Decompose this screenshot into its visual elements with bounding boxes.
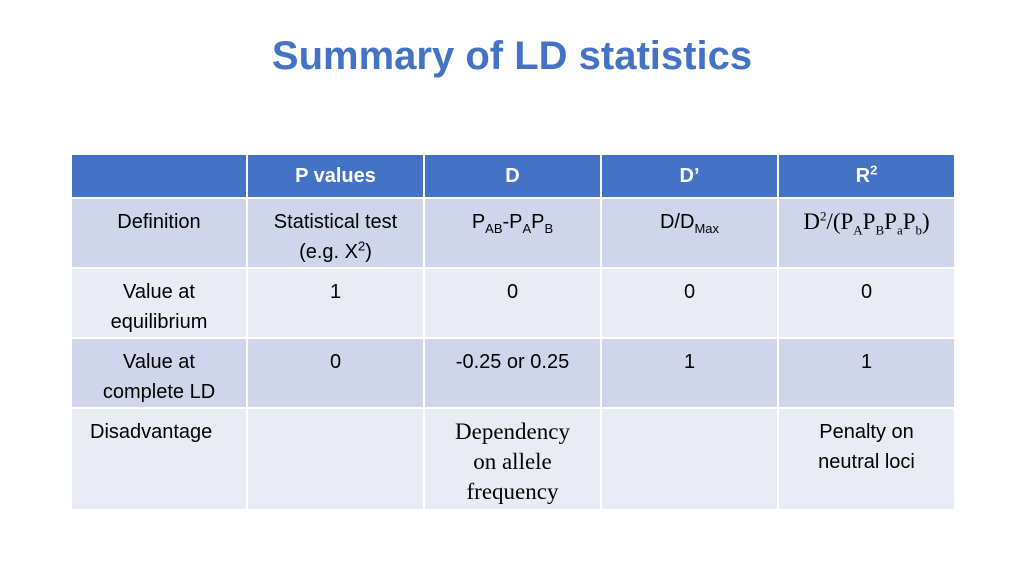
cell-disadvantage-d-prime (600, 407, 779, 511)
table-row-disadvantage: Disadvantage Dependency on allele freque… (70, 407, 956, 511)
table-row-complete-ld: Value at complete LD 0 -0.25 or 0.25 1 1 (70, 337, 956, 409)
table-header-row: P values D D’ R2 (70, 153, 956, 199)
row-label-definition: Definition (70, 197, 248, 269)
header-r2: R2 (777, 153, 956, 199)
cell-disadvantage-r2: Penalty on neutral loci (777, 407, 956, 511)
cell-equilibrium-p-values: 1 (246, 267, 425, 339)
cell-equilibrium-r2: 0 (777, 267, 956, 339)
cell-definition-p-values: Statistical test (e.g. X2) (246, 197, 425, 269)
cell-disadvantage-d: Dependency on allele frequency (423, 407, 602, 511)
header-d-prime: D’ (600, 153, 779, 199)
cell-equilibrium-d: 0 (423, 267, 602, 339)
header-d: D (423, 153, 602, 199)
cell-equilibrium-d-prime: 0 (600, 267, 779, 339)
row-label-complete-ld: Value at complete LD (70, 337, 248, 409)
header-p-values: P values (246, 153, 425, 199)
cell-complete-ld-d: -0.25 or 0.25 (423, 337, 602, 409)
cell-definition-d: PAB-PAPB (423, 197, 602, 269)
cell-complete-ld-p-values: 0 (246, 337, 425, 409)
table-row-definition: Definition Statistical test (e.g. X2) PA… (70, 197, 956, 269)
cell-disadvantage-p-values (246, 407, 425, 511)
header-blank (70, 153, 248, 199)
cell-complete-ld-r2: 1 (777, 337, 956, 409)
row-label-equilibrium: Value at equilibrium (70, 267, 248, 339)
cell-definition-r2: D2/(PAPBPaPb) (777, 197, 956, 269)
cell-definition-d-prime: D/DMax (600, 197, 779, 269)
table-row-equilibrium: Value at equilibrium 1 0 0 0 (70, 267, 956, 339)
ld-statistics-table: P values D D’ R2 Definition Statistical … (70, 153, 956, 511)
row-label-disadvantage: Disadvantage (70, 407, 248, 511)
slide-title: Summary of LD statistics (271, 34, 753, 78)
cell-complete-ld-d-prime: 1 (600, 337, 779, 409)
